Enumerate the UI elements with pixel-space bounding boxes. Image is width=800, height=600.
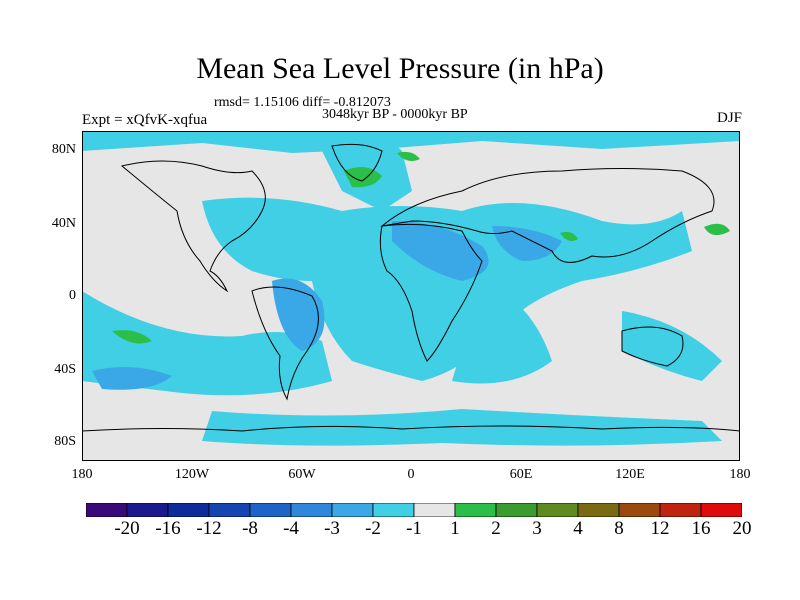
south-pacific-high [112,330,152,344]
period-text: 3048kyr BP - 0000kyr BP [322,107,468,122]
colorbar-swatch [331,503,374,517]
colorbar-label: -4 [283,518,299,539]
colorbar-swatch [249,503,292,517]
colorbar-swatch [290,503,333,517]
colorbar [86,503,742,517]
colorbar-swatch [126,503,169,517]
season-label: DJF [716,110,742,126]
y-tick-0: 0 [69,288,76,303]
colorbar-swatch [413,503,456,517]
colorbar-label: -16 [155,518,181,539]
colorbar-label: 4 [573,518,583,539]
colorbar-label: -3 [324,518,340,539]
colorbar-label: -20 [114,518,140,539]
colorbar-swatch [372,503,415,517]
x-tick-120w: 120W [174,467,210,482]
x-tick-120e: 120E [615,467,645,482]
asia-low [492,226,562,261]
south-pacific-low [92,367,172,390]
australia-coast [621,326,684,367]
greenland-coast [331,143,383,182]
colorbar-swatch [167,503,210,517]
eurasia-coast [380,168,715,263]
y-tick-80n: 80N [51,142,76,157]
colorbar-swatch [659,503,702,517]
colorbar-label: 16 [691,518,711,539]
pressure-map [82,131,740,461]
atlantic-central [202,197,692,381]
colorbar-label: -12 [196,518,222,539]
colorbar-swatch [618,503,661,517]
colorbar-label: -1 [406,518,422,539]
stats-text: rmsd= 1.15106 diff= -0.812073 [214,95,391,110]
y-tick-40n: 40N [51,216,76,231]
coastlines [82,143,740,432]
x-tick-60w: 60W [288,467,316,482]
tibet-high [560,231,578,241]
map-frame [82,131,740,461]
colorbar-label: -2 [365,518,381,539]
colorbar-swatch [536,503,579,517]
north-america-coast [120,160,266,293]
colorbar-label: 3 [532,518,542,539]
x-tick-180e: 180 [729,467,751,482]
y-tick-80s: 80S [54,434,76,449]
colorbar-label: 12 [650,518,670,539]
africa-coast [379,223,483,362]
indian-ocean [452,281,552,384]
colorbar-label: 2 [491,518,501,539]
arctic-band [82,131,740,153]
colorbar-swatch [700,503,742,517]
x-tick-60e: 60E [509,467,533,482]
colorbar-swatch [577,503,620,517]
south-pacific-east [622,311,722,381]
sahara-low [392,221,489,281]
arctic-high [397,151,420,161]
y-tick-40s: 40S [54,362,76,377]
plot-title: Mean Sea Level Pressure (in hPa) [196,52,604,85]
x-tick-0: 0 [407,467,415,482]
colorbar-swatch [495,503,538,517]
colorbar-swatch [86,503,128,517]
antarctica-coast [82,425,740,432]
x-tick-180w: 180 [71,467,93,482]
colorbar-swatch [454,503,497,517]
colorbar-label: 20 [732,518,752,539]
south-america-coast [251,286,319,401]
colorbar-label: -8 [242,518,258,539]
colorbar-label: 1 [450,518,460,539]
north-pacific-high [704,223,730,236]
map-anomaly-fields [82,131,740,446]
colorbar-swatch [208,503,251,517]
south-america-low [272,278,325,351]
colorbar-label: 8 [614,518,624,539]
experiment-label: Expt = xQfvK-xqfua [82,112,208,128]
southern-ocean [202,409,722,446]
